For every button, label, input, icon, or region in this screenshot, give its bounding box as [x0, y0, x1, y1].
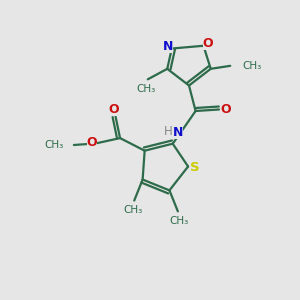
Text: CH₃: CH₃ [123, 205, 142, 215]
Text: H: H [164, 124, 172, 138]
Text: O: O [86, 136, 97, 149]
Text: N: N [173, 126, 183, 139]
Text: O: O [109, 103, 119, 116]
Text: N: N [163, 40, 173, 52]
Text: CH₃: CH₃ [44, 140, 63, 150]
Text: CH₃: CH₃ [170, 216, 189, 226]
Text: S: S [190, 160, 200, 174]
Text: O: O [220, 103, 231, 116]
Text: O: O [203, 37, 213, 50]
Text: CH₃: CH₃ [136, 84, 156, 94]
Text: CH₃: CH₃ [243, 61, 262, 71]
